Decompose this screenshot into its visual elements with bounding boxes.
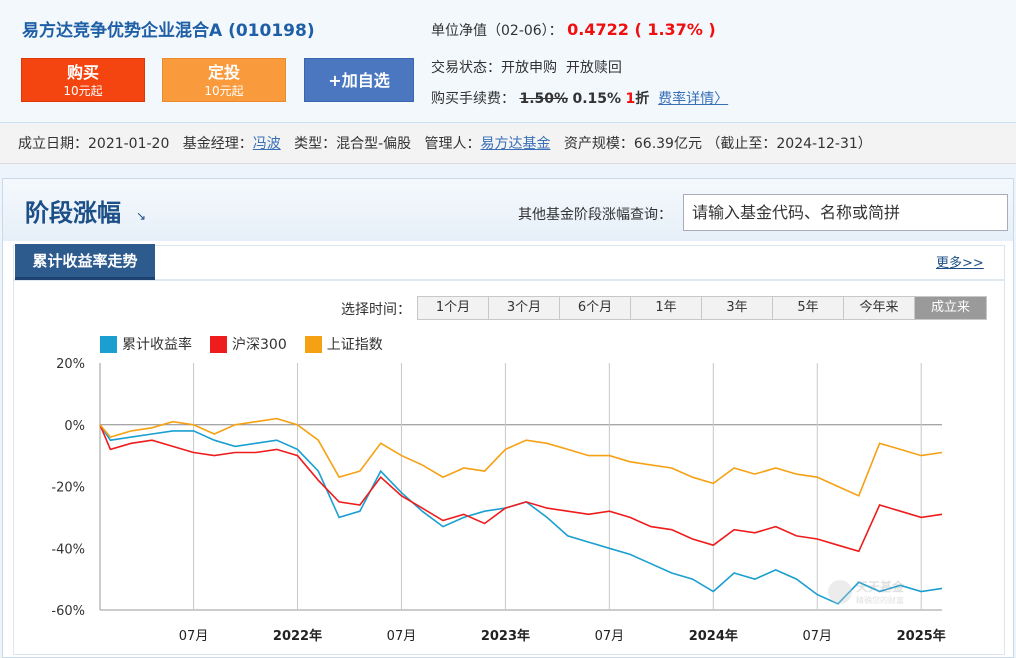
add-favorite-button[interactable]: +加自选 (304, 58, 414, 102)
nav-value: 0.4722 ( 1.37% ) (567, 20, 716, 39)
range-button[interactable]: 1个月 (418, 297, 489, 319)
range-button[interactable]: 1年 (631, 297, 702, 319)
range-button[interactable]: 3个月 (489, 297, 560, 319)
x-tick-label: 2024年 (689, 628, 738, 644)
x-tick-label: 07月 (595, 629, 625, 644)
trade-status-label: 交易状态： (431, 60, 501, 76)
legend-label: 上证指数 (326, 337, 383, 353)
company-link[interactable]: 易方达基金 (480, 136, 551, 152)
arrow-down-right-icon: ↘ (136, 209, 147, 223)
favorite-label: +加自选 (328, 71, 390, 90)
aum-value: 66.39亿元 （截止至：2024-12-31） (633, 136, 872, 152)
more-link[interactable]: 更多>> (936, 256, 984, 271)
buy-min: 10元起 (63, 84, 103, 98)
fee-label: 购买手续费： (431, 91, 515, 107)
range-label: 选择时间： (341, 302, 411, 318)
x-tick-label: 2022年 (273, 628, 322, 644)
chart-legend: 累计收益率 沪深300 上证指数 (100, 334, 401, 354)
x-tick-label: 2025年 (897, 628, 946, 644)
x-tick-label: 07月 (802, 629, 832, 644)
tab-cumulative-return[interactable]: 累计收益率走势 (15, 244, 155, 280)
nav-row: 单位净值（02-06）： 0.4722 ( 1.37% ) (431, 20, 716, 40)
fee-discount: 1 (625, 91, 636, 107)
search-label: 其他基金阶段涨幅查询： (518, 207, 672, 223)
trade-status-row: 交易状态：开放申购 开放赎回 (431, 57, 622, 77)
y-tick-label: 0% (64, 419, 85, 434)
fund-header: 易方达竞争优势企业混合A (010198) 购买 10元起 定投 10元起 +加… (0, 0, 1016, 123)
range-button[interactable]: 5年 (773, 297, 844, 319)
x-tick-label: 07月 (387, 629, 417, 644)
range-selector: 1个月 3个月 6个月 1年 3年 5年 今年来 成立来 (417, 296, 987, 320)
tab-underline (14, 279, 1004, 281)
trade-status: 开放申购 开放赎回 (501, 60, 622, 76)
fund-meta: 成立日期：2021-01-20 基金经理：冯波 类型：混合型-偏股 管理人：易方… (0, 124, 1016, 164)
inception-label: 成立日期： (18, 136, 88, 152)
y-tick-label: -20% (51, 481, 85, 496)
legend-swatch (100, 335, 117, 353)
legend-label: 沪深300 (232, 337, 287, 353)
panel-title: 阶段涨幅 (25, 199, 121, 227)
buy-button[interactable]: 购买 10元起 (21, 58, 145, 102)
fund-type: 混合型-偏股 (336, 136, 412, 152)
fund-title[interactable]: 易方达竞争优势企业混合A (010198) (22, 21, 315, 41)
fee-original: 1.50% (519, 91, 569, 107)
sip-button[interactable]: 定投 10元起 (162, 58, 286, 102)
watermark-line2: 精确您的财富 (856, 596, 904, 605)
watermark-line1: 天天基金 (856, 580, 905, 594)
buy-label: 购买 (66, 63, 99, 82)
performance-panel: 阶段涨幅 ↘ 其他基金阶段涨幅查询： 累计收益率走势 更多>> 选择时间： 1个… (2, 178, 1014, 658)
fee-detail-link[interactable]: 费率详情〉 (658, 91, 729, 107)
x-tick-label: 2023年 (481, 628, 530, 644)
legend-item[interactable]: 上证指数 (304, 334, 383, 354)
company-label: 管理人： (424, 136, 481, 152)
manager-link[interactable]: 冯波 (252, 136, 281, 152)
y-tick-label: 20% (56, 357, 85, 372)
inception-date: 2021-01-20 (88, 136, 170, 152)
fee-discount-unit: 折 (635, 91, 650, 107)
legend-item[interactable]: 累计收益率 (100, 334, 192, 354)
watermark-logo (828, 580, 852, 604)
legend-swatch (210, 335, 227, 353)
nav-label: 单位净值（02-06）： (431, 23, 563, 39)
y-tick-label: -40% (51, 542, 85, 557)
range-button[interactable]: 6个月 (560, 297, 631, 319)
fund-search-input[interactable] (683, 194, 1008, 231)
legend-label: 累计收益率 (122, 337, 192, 353)
series-line (99, 424, 943, 605)
aum-label: 资产规模： (563, 136, 634, 152)
series-line (99, 417, 943, 497)
y-tick-label: -60% (51, 604, 85, 619)
legend-swatch (304, 335, 322, 353)
sip-min: 10元起 (204, 84, 244, 98)
fee-current: 0.15% (572, 91, 622, 107)
range-button[interactable]: 今年来 (844, 297, 915, 319)
watermark: 天天基金 精确您的财富 (828, 574, 946, 610)
manager-label: 基金经理： (182, 136, 253, 152)
x-tick-label: 07月 (179, 629, 209, 644)
range-button[interactable]: 3年 (702, 297, 773, 319)
sip-label: 定投 (207, 63, 240, 82)
range-button[interactable]: 成立来 (915, 297, 986, 319)
fee-row: 购买手续费： 1.50% 0.15% 1折 费率详情〉 (431, 88, 728, 108)
panel-header: 阶段涨幅 ↘ 其他基金阶段涨幅查询： (3, 179, 1013, 241)
series-line (99, 424, 943, 553)
type-label: 类型： (294, 136, 337, 152)
legend-item[interactable]: 沪深300 (210, 334, 287, 354)
